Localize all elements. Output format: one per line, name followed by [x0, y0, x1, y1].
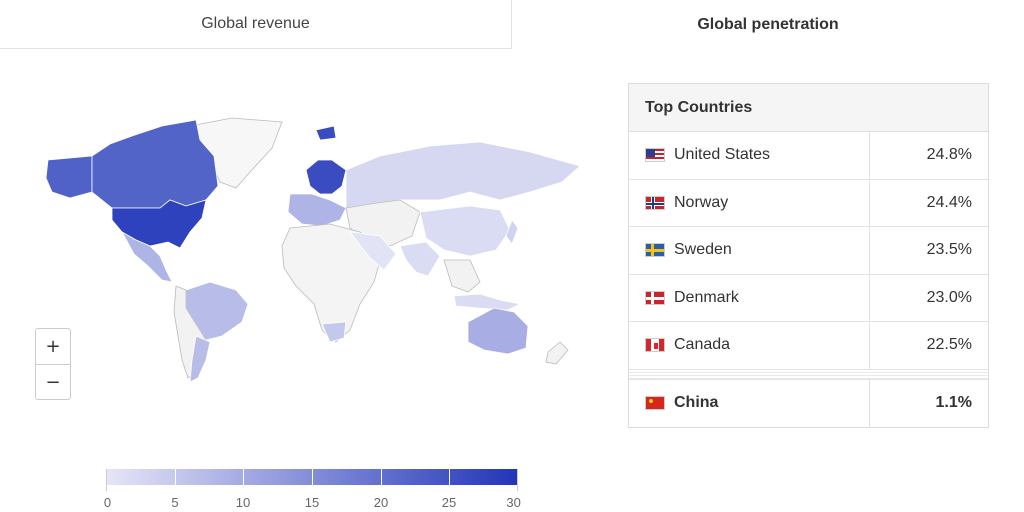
country-cell: Norway [629, 179, 870, 226]
argentina-region [189, 335, 211, 383]
table-row[interactable]: Sweden 23.5% [629, 227, 988, 275]
indonesia-region [453, 293, 522, 311]
us-flag-icon [645, 148, 665, 163]
china-region [419, 205, 511, 257]
country-name: Denmark [674, 288, 739, 306]
legend-tick-label: 5 [171, 495, 179, 510]
iceland-region [315, 125, 337, 141]
legend-tick [106, 469, 107, 491]
legend-tick-label: 15 [304, 495, 320, 510]
tab-global-revenue[interactable]: Global revenue [0, 0, 512, 49]
country-name: Canada [674, 336, 731, 354]
table-separator [629, 369, 988, 380]
norway-flag-icon [645, 195, 665, 210]
mexico-region [120, 230, 173, 283]
legend-tick [243, 469, 244, 485]
canada-flag-icon [645, 338, 665, 353]
scandinavia-region [305, 159, 347, 195]
table-row[interactable]: Canada 22.5% [629, 322, 988, 370]
legend-tick-label: 30 [506, 495, 521, 510]
country-name: United States [674, 146, 771, 164]
zoom-in-button[interactable]: + [45, 336, 61, 357]
legend-tick [517, 469, 518, 491]
color-legend: 0 5 10 15 20 25 30 [103, 469, 521, 510]
legend-tick [449, 469, 450, 485]
se-asia-region [443, 259, 481, 293]
legend-tick-label: 10 [235, 495, 251, 510]
table-row-highlight[interactable]: China 1.1% [629, 379, 988, 427]
tab-global-penetration[interactable]: Global penetration [697, 15, 839, 33]
new-zealand-region [545, 341, 569, 365]
zoom-controls: + − [35, 328, 71, 400]
legend-tick [381, 469, 382, 485]
country-name: Norway [674, 193, 729, 211]
penetration-value: 23.5% [926, 241, 972, 259]
middle-east-region [349, 231, 397, 271]
country-cell: China [629, 379, 870, 427]
country-cell: Canada [629, 322, 870, 369]
world-map-svg[interactable] [0, 60, 600, 400]
legend-tick [312, 469, 313, 485]
country-cell: Sweden [629, 227, 870, 274]
denmark-flag-icon [645, 290, 665, 305]
penetration-value: 24.4% [926, 193, 972, 211]
top-countries-table: Top Countries United States 24.8% Norway… [628, 83, 989, 428]
table-header: Top Countries [629, 84, 988, 132]
south-africa-region [321, 321, 347, 343]
legend-tick-label: 0 [103, 495, 112, 510]
world-map[interactable]: + − [0, 60, 600, 400]
alaska-region [45, 155, 93, 199]
china-flag-icon [645, 396, 665, 411]
legend-tick [175, 469, 176, 485]
japan-region [505, 219, 519, 245]
penetration-value: 24.8% [926, 146, 972, 164]
legend-tick-label: 20 [373, 495, 389, 510]
western-europe-region [287, 193, 347, 227]
india-region [399, 241, 441, 277]
country-name: China [674, 394, 719, 412]
table-row[interactable]: Norway 24.4% [629, 179, 988, 227]
table-row[interactable]: Denmark 23.0% [629, 274, 988, 322]
legend-tick-label: 25 [441, 495, 457, 510]
country-cell: Denmark [629, 274, 870, 321]
country-name: Sweden [674, 241, 732, 259]
penetration-value: 1.1% [935, 394, 972, 412]
table-row[interactable]: United States 24.8% [629, 132, 988, 180]
sweden-flag-icon [645, 243, 665, 258]
tab-bar: Global revenue Global penetration [0, 0, 1024, 49]
australia-region [467, 307, 529, 355]
russia-region [345, 141, 581, 209]
zoom-out-button[interactable]: − [36, 364, 70, 399]
country-cell: United States [629, 132, 870, 179]
penetration-value: 22.5% [926, 336, 972, 354]
penetration-value: 23.0% [926, 288, 972, 306]
